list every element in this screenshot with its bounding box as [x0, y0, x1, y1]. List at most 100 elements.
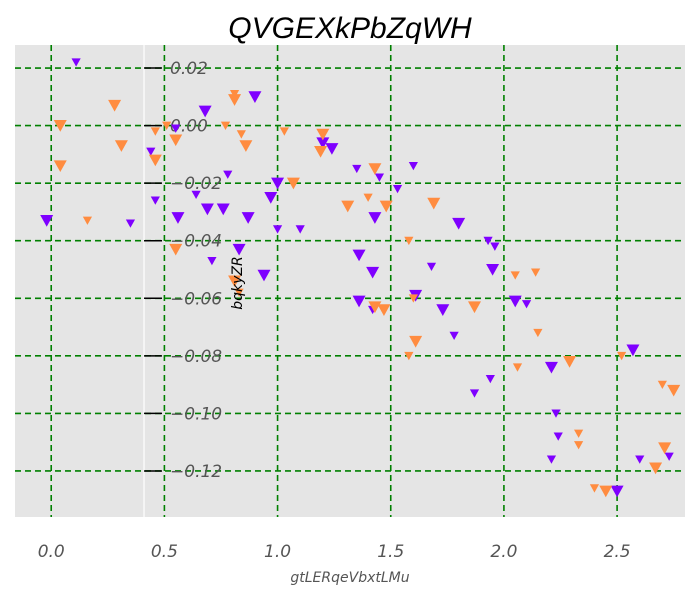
data-point-series-1 [426, 262, 437, 271]
data-point-series-1 [366, 266, 380, 279]
data-point-series-1 [486, 263, 500, 276]
data-point-series-2 [368, 163, 382, 175]
data-point-series-2 [228, 94, 242, 106]
data-point-series-1 [146, 147, 156, 156]
x-axis-label: gtLERqeVbxtLMu [290, 570, 409, 586]
data-point-series-2 [617, 351, 627, 361]
data-point-series-2 [427, 197, 441, 210]
y-axis [143, 45, 163, 517]
data-point-series-1 [207, 256, 217, 266]
data-point-series-2 [314, 145, 328, 158]
x-tick-label: 1.5 [377, 542, 404, 562]
data-point-series-1 [469, 389, 480, 398]
data-point-series-1 [216, 203, 230, 216]
data-point-series-1 [392, 184, 403, 194]
data-point-series-2 [316, 128, 330, 141]
data-point-series-1 [200, 203, 214, 216]
data-point-series-1 [544, 361, 558, 374]
data-point-series-1 [352, 164, 362, 174]
data-point-series-1 [374, 173, 385, 182]
data-point-series-2 [404, 351, 414, 361]
data-point-series-2 [649, 462, 663, 475]
y-tick-label: 0.00 [170, 117, 208, 137]
data-point-series-1 [171, 212, 185, 224]
y-tick-label: −0.06 [170, 289, 222, 309]
y-tick-label: −0.02 [170, 174, 222, 194]
data-point-series-1 [264, 192, 278, 204]
data-point-series-2 [533, 328, 543, 338]
data-point-series-1 [408, 161, 418, 171]
x-tick-label: 1.0 [264, 542, 291, 562]
data-point-series-1 [241, 212, 255, 224]
data-point-series-2 [512, 363, 523, 372]
data-point-series-2 [82, 216, 93, 225]
y-tick-label: −0.04 [170, 232, 222, 252]
data-point-series-1 [171, 124, 181, 133]
data-point-series-1 [295, 225, 305, 234]
data-point-series-2 [53, 120, 67, 132]
data-point-series-1 [485, 374, 495, 384]
data-point-series-1 [635, 455, 645, 464]
data-point-series-2 [467, 301, 481, 314]
y-tick-label: 0.02 [170, 59, 208, 79]
data-point-series-1 [664, 452, 674, 461]
y-tick-label: −0.12 [170, 462, 222, 482]
data-point-series-1 [610, 485, 624, 498]
data-point-series-2 [510, 271, 520, 280]
data-point-series-1 [483, 236, 493, 246]
data-point-series-2 [574, 441, 584, 450]
data-point-series-1 [191, 190, 201, 200]
data-point-series-2 [363, 193, 373, 202]
data-point-series-1 [198, 105, 212, 118]
y-axis-label: bqkyZR [230, 256, 246, 309]
data-point-series-1 [271, 177, 285, 190]
data-point-series-2 [589, 484, 600, 493]
data-point-series-2 [229, 90, 240, 99]
data-point-series-2 [114, 140, 128, 152]
data-point-series-1 [508, 295, 522, 308]
data-point-series-2 [286, 177, 300, 190]
data-point-series-2 [379, 200, 393, 213]
data-point-series-2 [667, 384, 681, 397]
data-point-series-1 [352, 295, 366, 308]
data-point-series-1 [272, 225, 283, 234]
data-point-series-2 [234, 288, 244, 297]
data-point-series-1 [490, 242, 500, 251]
data-point-series-2 [563, 356, 577, 368]
data-point-series-1 [150, 196, 160, 205]
data-point-series-2 [53, 160, 67, 173]
data-point-series-2 [574, 429, 584, 438]
data-point-series-2 [658, 442, 672, 455]
x-tick-labels: 0.0 0.5 1.0 1.5 2.0 2.5 [38, 542, 631, 562]
data-point-series-1 [521, 300, 532, 309]
data-point-series-1 [436, 304, 450, 316]
data-point-series-2 [220, 121, 231, 130]
data-point-series-2 [531, 268, 541, 277]
data-point-series-1 [551, 409, 561, 418]
y-tick-label: −0.08 [170, 347, 222, 367]
data-point-series-1 [232, 243, 246, 256]
plot-area [15, 45, 685, 517]
data-point-series-1 [223, 170, 233, 179]
data-point-series-2 [236, 130, 246, 139]
x-tick-label: 0.5 [151, 542, 178, 562]
x-tick-label: 2.5 [604, 542, 631, 562]
y-tick-labels: 0.02 0.00 −0.02 −0.04 −0.06 −0.08 −0.10 −0.12 [170, 59, 222, 482]
data-point-series-2 [162, 121, 172, 130]
data-point-series-1 [352, 249, 366, 262]
data-point-series-2 [148, 154, 162, 167]
data-point-series-1 [546, 455, 557, 464]
data-markers [40, 58, 681, 498]
data-point-series-2 [657, 380, 667, 389]
x-tick-label: 0.0 [38, 542, 65, 562]
data-point-series-1 [316, 137, 330, 150]
data-point-series-1 [368, 212, 382, 224]
data-point-series-1 [626, 344, 640, 357]
data-point-series-1 [452, 217, 466, 230]
data-point-series-1 [125, 219, 136, 228]
data-point-series-1 [325, 143, 339, 155]
data-point-series-2 [599, 485, 613, 498]
data-point-series-2 [404, 236, 414, 246]
